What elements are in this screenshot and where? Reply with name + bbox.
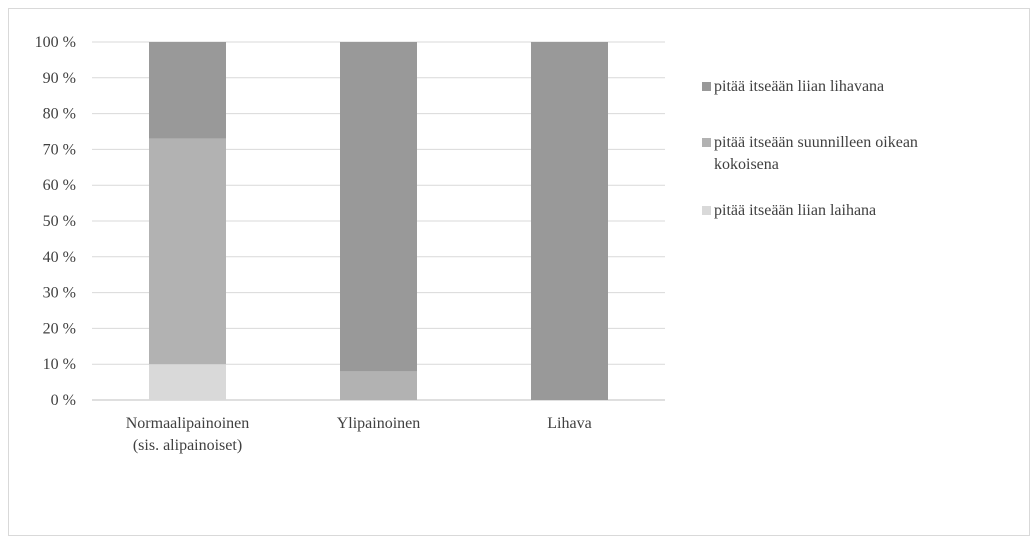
y-tick-label: 30 %	[43, 285, 76, 302]
y-tick-label: 90 %	[43, 70, 76, 87]
legend-label: pitää itseään suunnilleen oikean	[714, 134, 918, 151]
bar-segment	[149, 364, 226, 400]
y-tick-label: 80 %	[43, 106, 76, 123]
legend-label: pitää itseään liian laihana	[714, 202, 877, 219]
x-tick-label: Normaalipainoinen (sis. alipainoiset)	[126, 415, 250, 454]
legend-swatch	[702, 206, 711, 215]
y-tick-label: 100 %	[35, 34, 76, 51]
legend-swatch	[702, 82, 711, 91]
y-tick-label: 50 %	[43, 213, 76, 230]
y-axis: 0 % 10 % 20 % 30 % 40 % 50 % 60 % 70 % 80 % 90 % 1…	[35, 34, 76, 409]
bar-segment	[531, 42, 608, 400]
legend-item: pitää itseään liian laihana	[702, 200, 1004, 222]
y-tick-label: 0 %	[51, 392, 76, 409]
x-tick-label: Lihava	[547, 415, 591, 432]
bar-segment	[149, 42, 226, 139]
bars	[149, 42, 608, 400]
legend-swatch	[702, 138, 711, 147]
y-tick-label: 10 %	[43, 356, 76, 373]
y-tick-label: 20 %	[43, 320, 76, 337]
legend-item: pitää itseään liian lihavana	[702, 76, 1004, 98]
bar-segment	[340, 42, 417, 372]
x-axis: Normaalipainoinen (sis. alipainoiset) Ylip…	[126, 415, 592, 454]
bar-segment	[340, 371, 417, 400]
bar-segment	[149, 138, 226, 365]
y-tick-label: 40 %	[43, 249, 76, 266]
x-tick-label: Ylipainoinen	[337, 415, 421, 432]
legend-label: kokoisena	[714, 156, 779, 173]
y-tick-label: 70 %	[43, 141, 76, 158]
legend-label: pitää itseään liian lihavana	[714, 78, 885, 95]
legend-item: pitää itseään suunnilleen oikean kokoisen…	[702, 132, 1004, 176]
y-tick-label: 60 %	[43, 177, 76, 194]
